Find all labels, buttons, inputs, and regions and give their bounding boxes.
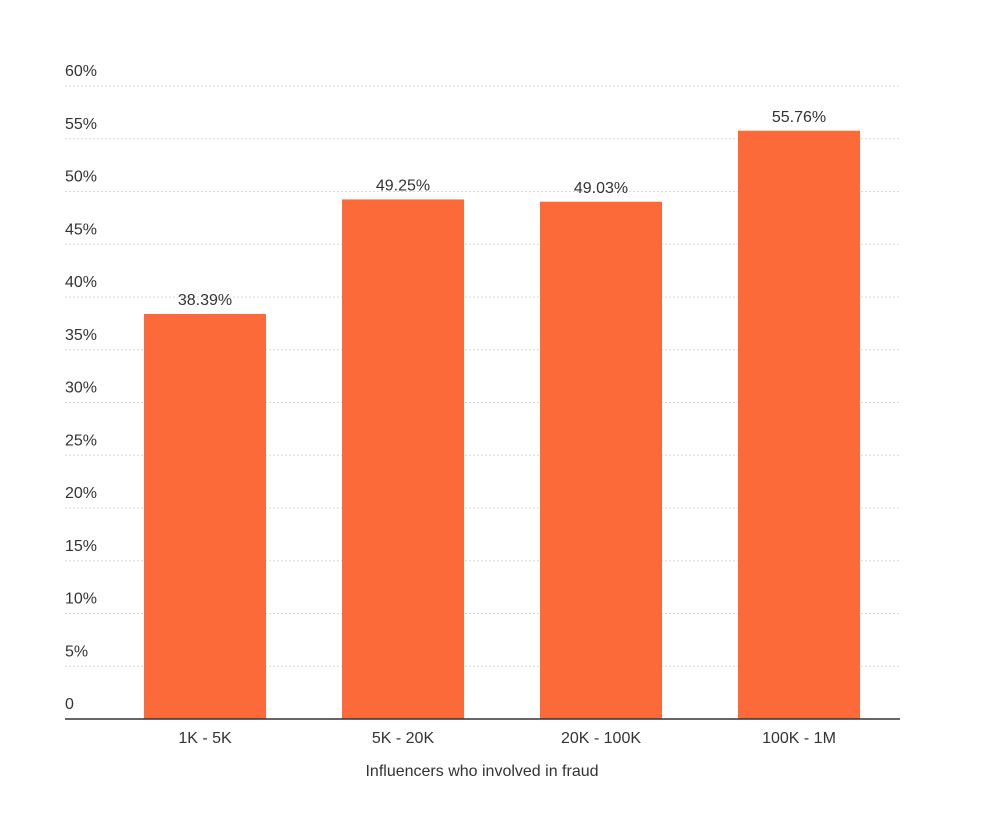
value-label: 55.76%: [772, 109, 826, 126]
y-tick-label: 0: [65, 696, 74, 713]
bar: [540, 201, 662, 719]
y-tick-label: 35%: [65, 327, 97, 344]
value-label: 38.39%: [178, 292, 232, 309]
y-tick-label: 10%: [65, 591, 97, 608]
y-tick-label: 40%: [65, 274, 97, 291]
y-tick-label: 60%: [65, 63, 97, 80]
value-label: 49.25%: [376, 178, 430, 195]
bar: [342, 199, 464, 720]
y-tick-label: 15%: [65, 538, 97, 555]
x-tick-label: 100K - 1M: [762, 730, 836, 747]
value-label: 49.03%: [574, 180, 628, 197]
y-tick-label: 20%: [65, 485, 97, 502]
bar: [144, 313, 266, 719]
bar: [738, 130, 860, 719]
y-tick-label: 5%: [65, 643, 88, 660]
y-tick-label: 50%: [65, 169, 97, 186]
x-tick-label: 20K - 100K: [561, 730, 641, 747]
y-tick-label: 55%: [65, 116, 97, 133]
y-tick-label: 45%: [65, 221, 97, 238]
x-axis-title: Influencers who involved in fraud: [365, 763, 598, 780]
y-tick-label: 30%: [65, 380, 97, 397]
x-tick-label: 1K - 5K: [178, 730, 232, 747]
y-tick-label: 25%: [65, 432, 97, 449]
x-tick-label: 5K - 20K: [372, 730, 435, 747]
